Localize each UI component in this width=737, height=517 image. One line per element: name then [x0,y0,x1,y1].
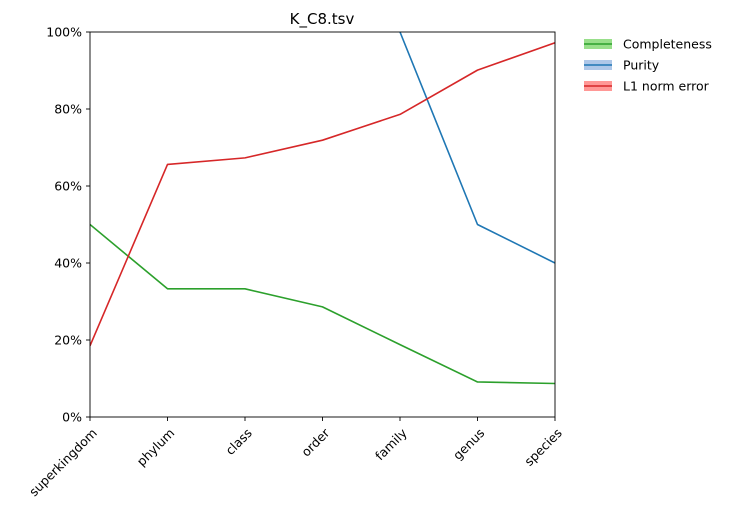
x-tick-label: species [521,425,565,469]
axes-layer: 0% 20% 40% 60% 80% 100% superkingdom phylum clas… [26,25,565,500]
x-tick-label: order [298,425,333,460]
series-line-l1-norm-error [90,42,555,347]
legend-label: Completeness [623,37,712,52]
y-tick-label: 60% [54,179,82,194]
series-layer [90,32,555,385]
legend-label: Purity [623,58,660,73]
chart-title: K_C8.tsv [290,10,355,29]
y-tick-label: 40% [54,256,82,271]
plot-frame [89,31,556,418]
y-tick-label: 20% [54,333,82,348]
legend: Completeness Purity L1 norm error [584,37,712,94]
x-tick-label: genus [450,425,487,462]
legend-entry-l1-norm-error: L1 norm error [584,79,710,94]
y-tick-label: 0% [62,410,82,425]
x-tick-label: superkingdom [26,425,100,499]
x-tick-label: family [372,425,410,463]
legend-entry-completeness: Completeness [584,37,712,52]
legend-entry-purity: Purity [584,58,660,73]
x-tick-label: class [222,425,255,458]
y-tick-label: 80% [54,102,82,117]
legend-label: L1 norm error [623,79,710,94]
y-tick-label: 100% [46,25,82,40]
series-line-purity [399,32,555,264]
series-line-completeness [90,223,555,385]
x-tick-label: phylum [134,425,178,469]
